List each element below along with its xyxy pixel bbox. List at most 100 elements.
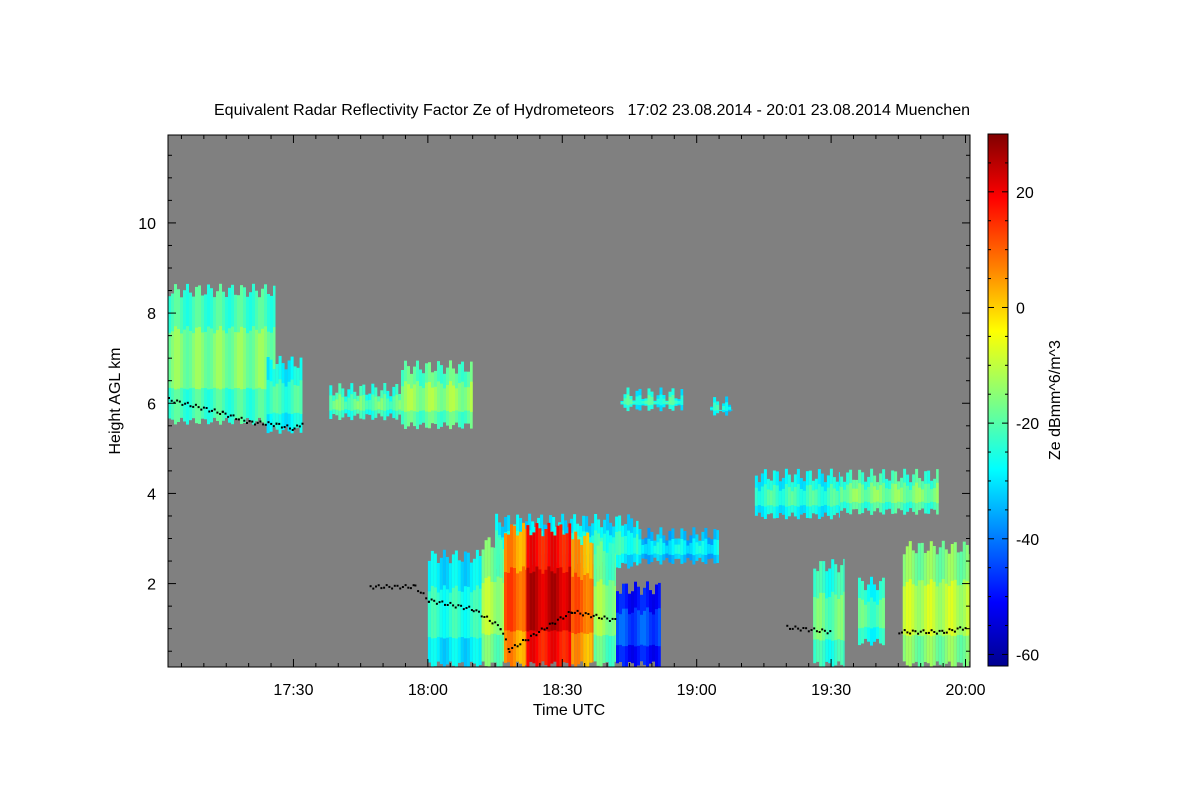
echo-core <box>461 381 464 412</box>
echo-core <box>665 401 669 404</box>
echo-core <box>813 597 817 640</box>
cloud-base-point <box>444 603 446 606</box>
echo-core <box>344 401 348 410</box>
colorbar-axis: 20 0 -20 -40 -60 <box>988 133 1039 664</box>
colorbar-tick-label: -40 <box>1016 532 1039 549</box>
cloud-base-point <box>813 627 816 630</box>
echo-core <box>608 580 612 637</box>
cloud-base-point <box>216 411 219 414</box>
echo-core <box>434 386 437 411</box>
echo-core <box>365 400 369 410</box>
echo-core <box>867 487 871 503</box>
cloud-base-point <box>530 634 532 637</box>
echo-core <box>704 538 708 555</box>
echo-core <box>392 396 396 411</box>
cloud-base-point <box>468 605 471 608</box>
echo-core <box>846 484 850 503</box>
echo-core <box>968 586 970 635</box>
cloud-base-point <box>565 615 567 618</box>
cloud-base-point <box>938 629 941 632</box>
cloud-base-point <box>901 631 903 634</box>
echo-core <box>255 329 258 389</box>
cloud-base-point <box>433 599 436 602</box>
cloud-base-point <box>235 418 238 421</box>
echo-core <box>680 395 684 405</box>
echo-core <box>962 579 966 637</box>
cloud-base-point <box>176 399 179 402</box>
cloud-base-point <box>422 592 425 595</box>
echo-core <box>269 381 273 414</box>
echo-core <box>716 540 719 555</box>
echo-core <box>201 332 204 388</box>
cloud-base-point <box>407 586 410 589</box>
y-tick-label: 8 <box>147 306 156 323</box>
echo-core <box>625 608 628 647</box>
echo-core <box>338 394 342 411</box>
plot-frame <box>167 134 971 668</box>
cloud-base-point <box>587 613 590 615</box>
echo-core <box>915 482 919 504</box>
echo-core <box>493 582 497 634</box>
echo-core <box>644 544 648 554</box>
echo-core <box>605 585 609 635</box>
echo-core <box>186 326 189 390</box>
echo-core <box>266 379 270 415</box>
echo-core <box>805 485 809 507</box>
y-tick-label: 10 <box>138 216 156 233</box>
cloud-base-point <box>278 422 281 425</box>
echo-core <box>550 571 554 631</box>
echo-core <box>475 585 479 639</box>
echo-core <box>335 399 339 410</box>
echo-core <box>811 490 815 506</box>
echo-core <box>243 328 246 389</box>
cloud-base-point <box>388 585 391 588</box>
cloud-base-point <box>953 630 956 633</box>
echo-core <box>445 589 449 638</box>
echo-core <box>502 583 504 634</box>
echo-core <box>228 328 231 389</box>
echo-core <box>914 585 918 635</box>
echo-core <box>290 379 294 415</box>
echo-core <box>879 599 882 628</box>
cloud-base-point <box>943 631 946 634</box>
cloud-base-point <box>909 632 912 635</box>
echo-core <box>802 490 806 506</box>
echo-core <box>808 484 812 507</box>
echo-core <box>644 400 648 404</box>
echo-core <box>177 329 180 389</box>
echo-core <box>410 388 413 411</box>
x-tick-label: 17:30 <box>273 682 313 699</box>
x-tick-label: 19:00 <box>677 682 717 699</box>
cloud-base-point <box>494 621 497 624</box>
echo-core <box>876 604 879 627</box>
echo-core <box>614 586 616 635</box>
echo-core <box>686 545 690 554</box>
cloud-base-point <box>208 410 211 413</box>
cloud-base-point <box>298 425 301 428</box>
cloud-base-point <box>502 632 505 635</box>
cloud-base-point <box>519 643 522 646</box>
colorbar-tick-label: -20 <box>1016 416 1039 433</box>
echo-core <box>621 536 625 554</box>
cloud-base-point <box>454 606 457 609</box>
cloud-base-point <box>472 610 475 613</box>
echo-core <box>603 533 607 555</box>
echo-core <box>671 539 675 555</box>
echo-core <box>341 397 345 411</box>
cloud-base-point <box>797 627 800 630</box>
y-tick-label: 4 <box>147 486 156 503</box>
echo-core <box>401 386 404 411</box>
echo-core <box>398 400 401 410</box>
echo-core <box>467 387 470 411</box>
cloud-base-point <box>930 629 933 632</box>
cloud-base-point <box>243 419 246 422</box>
x-tick-label: 19:30 <box>811 682 851 699</box>
echo-core <box>819 592 823 641</box>
echo-core <box>649 612 652 646</box>
cloud-base-point <box>211 409 213 412</box>
cloud-base-point <box>404 584 407 587</box>
echo-core <box>799 489 803 506</box>
echo-core <box>180 333 183 388</box>
cloud-base-point <box>576 609 579 612</box>
cloud-base-point <box>293 427 296 430</box>
